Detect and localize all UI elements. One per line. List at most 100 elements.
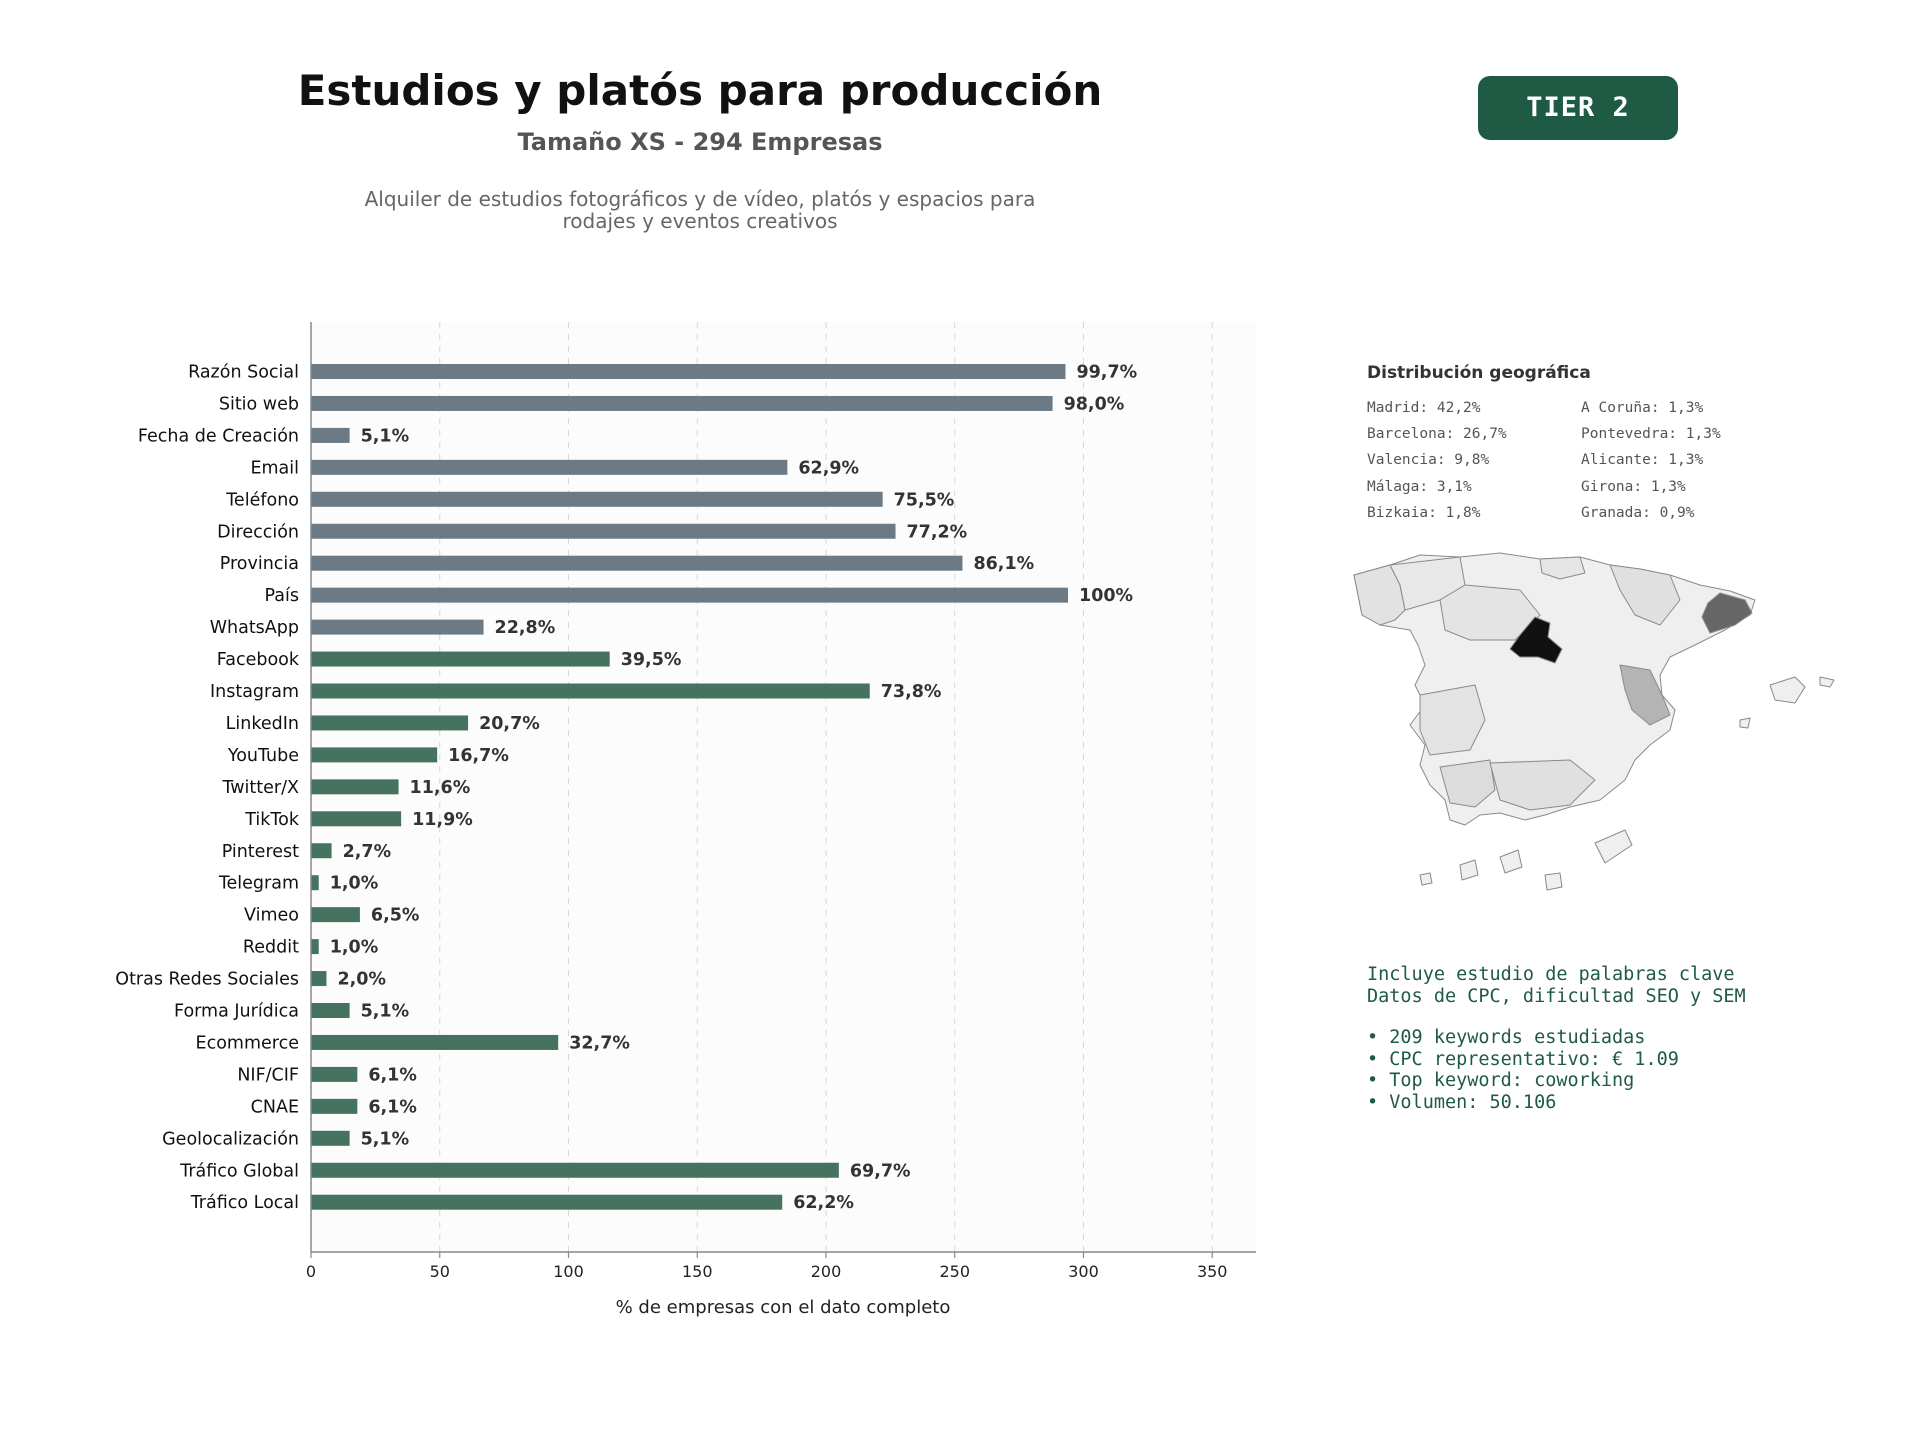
- map-bizkaia: [1539, 556, 1586, 580]
- seo-line-1: Incluye estudio de palabras clave: [1367, 964, 1735, 985]
- data-label: 1,0%: [330, 938, 379, 958]
- geo-title: Distribución geográfica: [1367, 363, 1591, 383]
- bars: Razón Social 99,7% Sitio web 98,0% Fecha de …: [115, 363, 1137, 1214]
- bar: [311, 1162, 839, 1178]
- map-valencia: [1619, 664, 1671, 726]
- x-tick-label: 50: [430, 1262, 450, 1281]
- seo-bullet-1: • 209 keywords estudiadas: [1367, 1027, 1646, 1048]
- data-label: 77,2%: [907, 522, 968, 542]
- bar: [311, 1066, 358, 1082]
- data-label: 100%: [1079, 586, 1133, 606]
- map-andalucia-east: [1489, 759, 1596, 811]
- bar: [311, 715, 469, 731]
- data-label: 1,0%: [330, 874, 379, 894]
- plot-area: [311, 322, 1256, 1252]
- bar: [311, 939, 319, 955]
- category-label: Reddit: [243, 938, 299, 958]
- data-label: 11,6%: [410, 778, 471, 798]
- category-label: Forma Jurídica: [174, 1002, 299, 1022]
- category-label: Sitio web: [219, 394, 299, 414]
- category-label: Otras Redes Sociales: [115, 970, 299, 990]
- category-label: Facebook: [217, 650, 300, 670]
- category-label: Ecommerce: [196, 1033, 299, 1053]
- bar: [311, 364, 1066, 379]
- data-label: 11,9%: [412, 810, 473, 830]
- category-label: TikTok: [244, 810, 300, 830]
- data-label: 99,7%: [1076, 363, 1137, 383]
- map-canary-1: [1459, 859, 1479, 881]
- bar: [311, 907, 360, 923]
- category-label: Geolocalización: [162, 1129, 299, 1149]
- data-label: 2,0%: [337, 970, 386, 990]
- bar: [311, 1098, 358, 1114]
- category-label: Tráfico Global: [179, 1161, 299, 1181]
- seo-info: Incluye estudio de palabras clave Datos …: [1367, 964, 1746, 1113]
- category-label: Teléfono: [225, 490, 299, 510]
- seo-gap: [1367, 1007, 1746, 1027]
- map-menorca: [1819, 676, 1835, 688]
- x-tick-label: 300: [1068, 1262, 1099, 1281]
- x-axis-label: % de empresas con el dato completo: [616, 1297, 951, 1318]
- category-label: Twitter/X: [221, 778, 299, 798]
- bar-chart: Razón Social 99,7% Sitio web 98,0% Fecha de …: [115, 322, 1256, 1318]
- bar: [311, 843, 332, 859]
- data-label: 20,7%: [479, 714, 540, 734]
- bar: [311, 747, 438, 763]
- map-andalucia-west: [1439, 759, 1496, 808]
- map-mallorca: [1769, 676, 1806, 704]
- category-label: LinkedIn: [226, 714, 299, 734]
- map-region-northeast: [1609, 564, 1681, 626]
- category-label: NIF/CIF: [237, 1065, 299, 1085]
- category-label: Pinterest: [222, 842, 299, 862]
- x-tick-label: 250: [939, 1262, 970, 1281]
- bar: [311, 683, 870, 699]
- map-ibiza: [1739, 717, 1751, 729]
- data-label: 5,1%: [361, 426, 410, 446]
- map-canary-5: [1419, 872, 1433, 886]
- x-tick-label: 200: [811, 1262, 842, 1281]
- description-line-1: Alquiler de estudios fotográficos y de v…: [364, 187, 1036, 211]
- bar: [311, 651, 610, 667]
- data-label: 75,5%: [894, 490, 955, 510]
- data-label: 62,9%: [798, 458, 859, 478]
- seo-bullet-3: • Top keyword: coworking: [1367, 1070, 1635, 1091]
- seo-line-2: Datos de CPC, dificultad SEO y SEM: [1367, 985, 1746, 1007]
- geo-item: A Coruña: 1,3%: [1581, 400, 1704, 416]
- bar: [311, 459, 788, 475]
- category-label: YouTube: [227, 746, 299, 766]
- x-tick-label: 0: [306, 1262, 316, 1281]
- data-label: 6,1%: [368, 1065, 417, 1085]
- page-subtitle: Tamaño XS - 294 Empresas: [517, 128, 883, 156]
- bar: [311, 1130, 350, 1146]
- map-canary-4: [1594, 829, 1633, 864]
- bar: [311, 587, 1069, 603]
- geo-item: Madrid: 42,2%: [1367, 400, 1481, 416]
- bar: [311, 811, 402, 827]
- category-label: País: [265, 586, 299, 606]
- category-label: Instagram: [210, 682, 299, 702]
- category-label: Email: [250, 458, 299, 478]
- data-label: 6,5%: [371, 906, 420, 926]
- data-label: 2,7%: [343, 842, 392, 862]
- category-label: Fecha de Creación: [138, 426, 299, 446]
- category-label: Razón Social: [188, 363, 299, 383]
- seo-bullet-4: • Volumen: 50.106: [1367, 1091, 1557, 1113]
- data-label: 22,8%: [495, 618, 556, 638]
- geo-item: Bizkaia: 1,8%: [1367, 505, 1481, 521]
- category-label: Tráfico Local: [190, 1193, 299, 1213]
- category-label: Vimeo: [244, 906, 299, 926]
- bar: [311, 1034, 559, 1050]
- bar: [311, 523, 896, 539]
- data-label: 6,1%: [368, 1097, 417, 1117]
- bar: [311, 779, 399, 795]
- data-label: 69,7%: [850, 1161, 911, 1181]
- tier-badge: TIER 2: [1478, 76, 1678, 140]
- spain-map: [1353, 552, 1835, 891]
- data-label: 86,1%: [973, 554, 1034, 574]
- bar: [311, 555, 963, 571]
- geo-item: Girona: 1,3%: [1581, 479, 1686, 495]
- data-label: 39,5%: [621, 650, 682, 670]
- data-label: 5,1%: [361, 1002, 410, 1022]
- bar: [311, 1003, 350, 1018]
- geo-item: Málaga: 3,1%: [1367, 479, 1472, 495]
